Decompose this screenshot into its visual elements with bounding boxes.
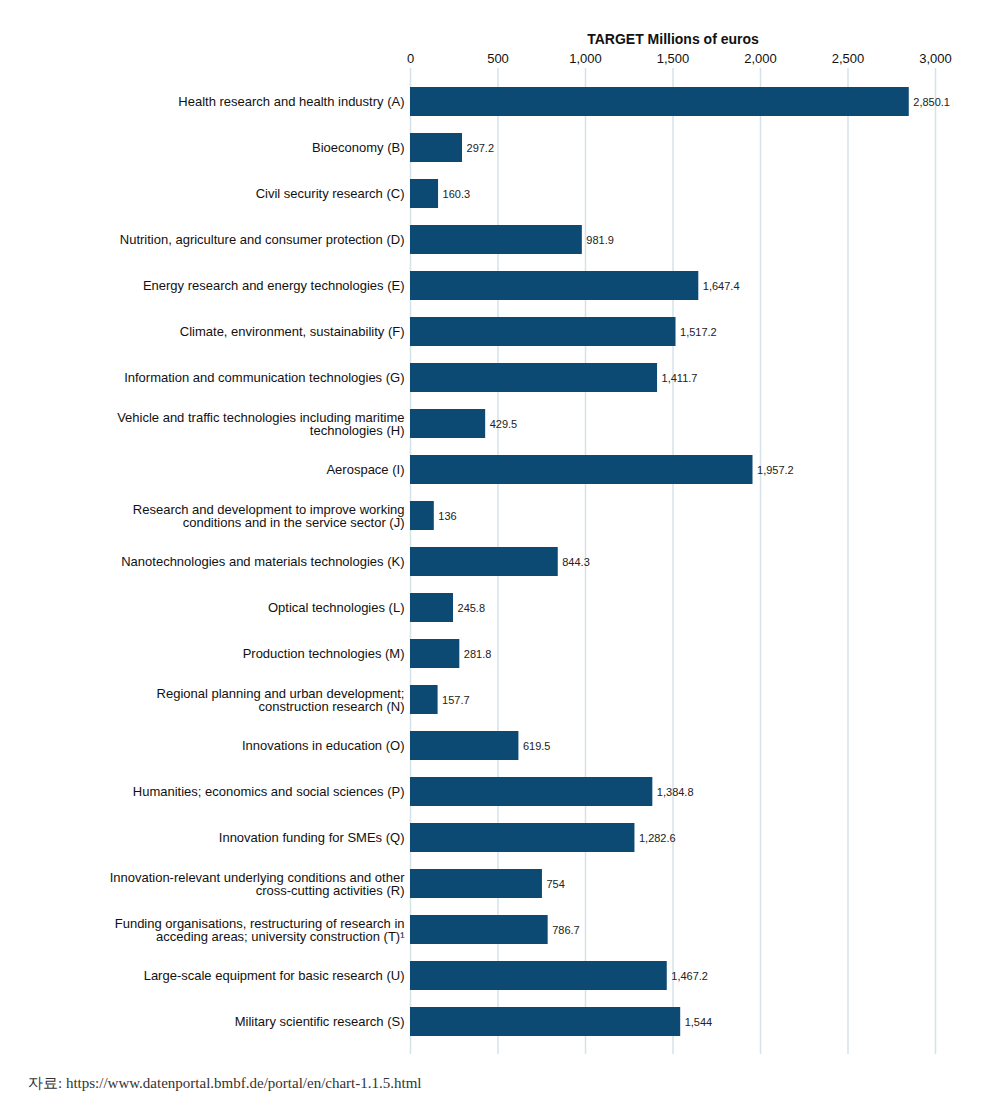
svg-text:1,384.8: 1,384.8 [657, 786, 694, 798]
svg-text:1,500: 1,500 [657, 51, 690, 66]
svg-text:297.2: 297.2 [467, 142, 495, 154]
svg-text:1,411.7: 1,411.7 [662, 372, 698, 384]
svg-text:2,850.1: 2,850.1 [913, 96, 950, 108]
svg-text:1,957.2: 1,957.2 [757, 464, 794, 476]
svg-text:160.3: 160.3 [443, 188, 471, 200]
svg-text:2,500: 2,500 [832, 51, 865, 66]
svg-text:Bioeconomy (B): Bioeconomy (B) [312, 140, 404, 155]
svg-text:754: 754 [546, 878, 564, 890]
svg-text:619.5: 619.5 [523, 740, 551, 752]
svg-text:Climate, environment, sustaina: Climate, environment, sustainability (F) [180, 324, 405, 339]
svg-text:786.7: 786.7 [552, 924, 580, 936]
svg-text:0: 0 [407, 51, 414, 66]
svg-text:Innovation funding for SMEs (Q: Innovation funding for SMEs (Q) [219, 830, 405, 845]
svg-text:Military scientific research (: Military scientific research (S) [235, 1014, 405, 1029]
html-text:자료: https://www.datenportal.bm: 자료: https://www.datenportal.bmbf.de/port… [28, 1075, 422, 1091]
svg-text:Civil security research (C): Civil security research (C) [256, 186, 405, 201]
svg-text:Research and development to im: Research and development to improve work… [133, 502, 405, 530]
svg-text:Humanities; economics and soci: Humanities; economics and social science… [133, 784, 405, 799]
svg-text:Large-scale equipment for basi: Large-scale equipment for basic research… [144, 968, 405, 983]
svg-text:1,467.2: 1,467.2 [671, 970, 708, 982]
svg-text:245.8: 245.8 [458, 602, 486, 614]
svg-text:Innovation-relevant underlying: Innovation-relevant underlying condition… [110, 870, 406, 898]
svg-text:281.8: 281.8 [464, 648, 492, 660]
svg-text:981.9: 981.9 [586, 234, 614, 246]
svg-text:1,647.4: 1,647.4 [703, 280, 740, 292]
svg-text:Innovations in education (O): Innovations in education (O) [242, 738, 405, 753]
svg-text:136: 136 [438, 510, 456, 522]
svg-text:Health research and health ind: Health research and health industry (A) [178, 94, 404, 109]
svg-text:Information and communication: Information and communication technologi… [124, 370, 404, 385]
svg-text:429.5: 429.5 [490, 418, 518, 430]
svg-text:TARGET Millions of euros: TARGET Millions of euros [587, 31, 759, 47]
svg-text:Energy research and energy tec: Energy research and energy technologies … [143, 278, 405, 293]
svg-text:2,000: 2,000 [744, 51, 777, 66]
svg-text:Optical technologies (L): Optical technologies (L) [268, 600, 405, 615]
svg-text:Production technologies (M): Production technologies (M) [243, 646, 405, 661]
svg-text:3,000: 3,000 [919, 51, 952, 66]
svg-text:500: 500 [487, 51, 509, 66]
svg-text:1,282.6: 1,282.6 [639, 832, 676, 844]
svg-text:Aerospace (I): Aerospace (I) [326, 462, 404, 477]
svg-text:1,544: 1,544 [685, 1016, 713, 1028]
svg-text:1,517.2: 1,517.2 [680, 326, 717, 338]
svg-text:Nutrition, agriculture and con: Nutrition, agriculture and consumer prot… [120, 232, 405, 247]
svg-text:157.7: 157.7 [442, 694, 470, 706]
svg-text:1,000: 1,000 [569, 51, 602, 66]
svg-text:844.3: 844.3 [562, 556, 590, 568]
svg-text:Vehicle and traffic technologi: Vehicle and traffic technologies includi… [117, 410, 404, 438]
svg-text:Regional planning and urban de: Regional planning and urban development;… [157, 686, 405, 714]
svg-text:Funding organisations, restruc: Funding organisations, restructuring of … [115, 916, 405, 944]
svg-text:Nanotechnologies and materials: Nanotechnologies and materials technolog… [121, 554, 404, 569]
